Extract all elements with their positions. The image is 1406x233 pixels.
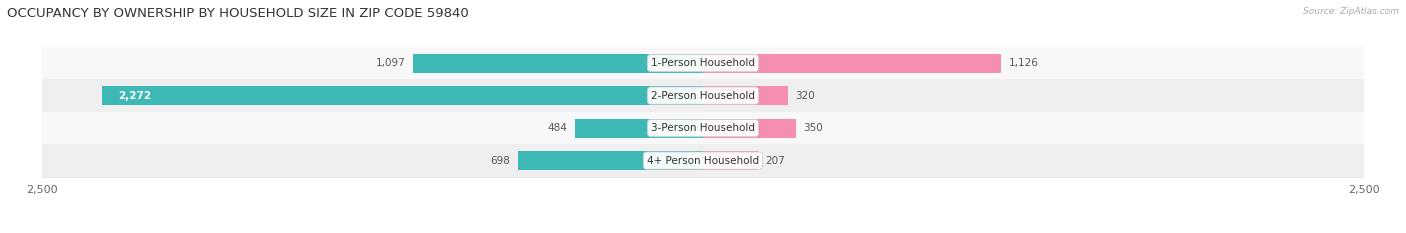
Text: 320: 320	[796, 91, 815, 101]
Text: 1,097: 1,097	[375, 58, 405, 68]
Bar	[42, 47, 1364, 79]
Text: 4+ Person Household: 4+ Person Household	[647, 156, 759, 166]
Text: 484: 484	[547, 123, 567, 133]
Legend: Owner-occupied, Renter-occupied: Owner-occupied, Renter-occupied	[586, 230, 820, 233]
Bar	[42, 112, 1364, 144]
Bar	[519, 151, 703, 170]
Text: 2-Person Household: 2-Person Household	[651, 91, 755, 101]
Text: 1-Person Household: 1-Person Household	[651, 58, 755, 68]
Bar	[103, 86, 703, 105]
Text: 207: 207	[766, 156, 786, 166]
Text: OCCUPANCY BY OWNERSHIP BY HOUSEHOLD SIZE IN ZIP CODE 59840: OCCUPANCY BY OWNERSHIP BY HOUSEHOLD SIZE…	[7, 7, 468, 20]
Bar	[413, 54, 703, 72]
Bar	[703, 54, 1001, 72]
Text: 2,272: 2,272	[118, 91, 152, 101]
Bar	[575, 119, 703, 137]
Text: 350: 350	[803, 123, 823, 133]
Bar	[42, 79, 1364, 112]
Text: Source: ZipAtlas.com: Source: ZipAtlas.com	[1303, 7, 1399, 16]
Bar	[42, 144, 1364, 177]
Text: 3-Person Household: 3-Person Household	[651, 123, 755, 133]
Bar	[703, 151, 758, 170]
Text: 1,126: 1,126	[1008, 58, 1039, 68]
Bar	[703, 86, 787, 105]
Bar	[703, 119, 796, 137]
Text: 698: 698	[491, 156, 510, 166]
